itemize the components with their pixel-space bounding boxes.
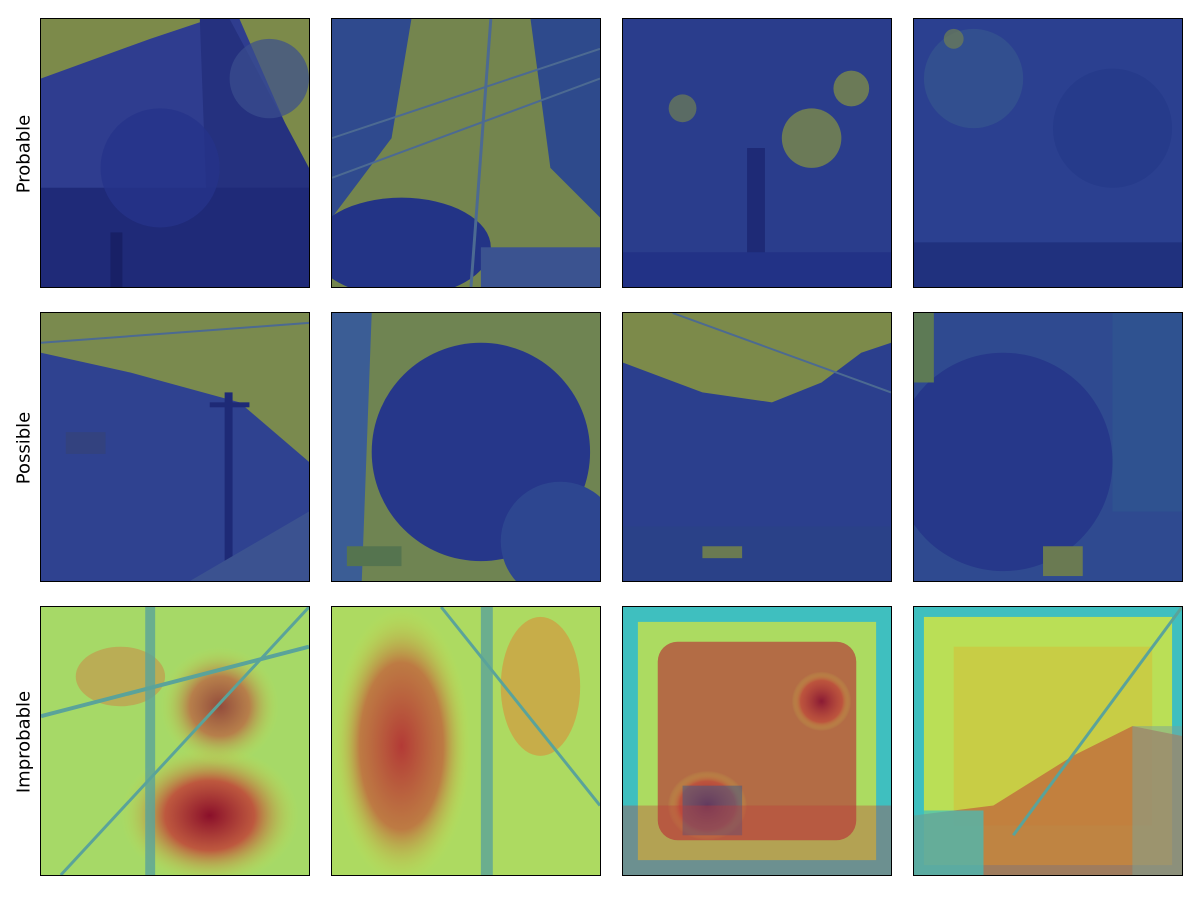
panel-image bbox=[41, 19, 309, 287]
panel-possible-2 bbox=[331, 312, 601, 582]
panel-possible-3 bbox=[622, 312, 892, 582]
panel-improbable-4 bbox=[913, 606, 1183, 876]
panel-image bbox=[623, 607, 891, 875]
panel-probable-4 bbox=[913, 18, 1183, 288]
panel-probable-2 bbox=[331, 18, 601, 288]
panel-probable-3 bbox=[622, 18, 892, 288]
panel-improbable-2 bbox=[331, 606, 601, 876]
panel-improbable-1 bbox=[40, 606, 310, 876]
panel-improbable-3 bbox=[622, 606, 892, 876]
panel-possible-4 bbox=[913, 312, 1183, 582]
panel-image bbox=[332, 19, 600, 287]
panel-image bbox=[332, 313, 600, 581]
row-label-improbable: Improbable bbox=[13, 690, 35, 794]
panel-image bbox=[41, 607, 309, 875]
panel-image bbox=[41, 313, 309, 581]
row-label-probable: Probable bbox=[13, 114, 35, 194]
row-label-possible: Possible bbox=[13, 411, 35, 485]
panel-probable-1 bbox=[40, 18, 310, 288]
panel-image bbox=[914, 607, 1182, 875]
panel-image bbox=[332, 607, 600, 875]
panel-image bbox=[623, 19, 891, 287]
panel-image bbox=[914, 313, 1182, 581]
panel-image bbox=[623, 313, 891, 581]
panel-image bbox=[914, 19, 1182, 287]
panel-possible-1 bbox=[40, 312, 310, 582]
